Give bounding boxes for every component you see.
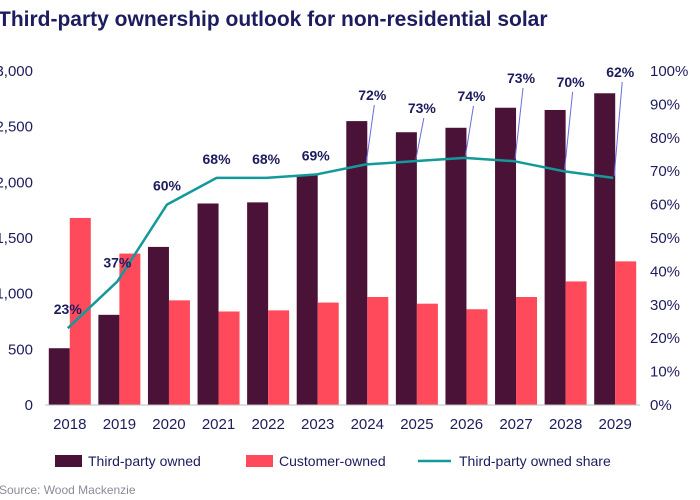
share-line: [66, 156, 614, 330]
bar-customer-owned: [218, 311, 240, 405]
right-axis-tick-label: 0%: [650, 397, 672, 414]
share-data-label: 73%: [408, 100, 437, 116]
bar-customer-owned: [565, 281, 587, 405]
bar-third-party-owned: [346, 121, 368, 405]
bar-third-party-owned: [445, 127, 467, 405]
left-axis-tick-label: 1,000: [0, 286, 33, 303]
data-label-leader-line: [464, 105, 474, 156]
right-axis-tick-label: 30%: [650, 297, 680, 314]
share-data-label: 69%: [302, 148, 331, 164]
left-axis-tick-label: 1,500: [0, 230, 33, 247]
x-axis-tick-label: 2021: [202, 416, 235, 433]
x-axis-tick-label: 2024: [351, 416, 384, 433]
legend-swatch: [55, 455, 82, 467]
share-data-label: 68%: [203, 151, 232, 167]
bar-customer-owned: [119, 253, 141, 405]
share-data-label: 62%: [606, 64, 635, 80]
share-data-label: 60%: [153, 178, 182, 194]
bar-customer-owned: [466, 309, 488, 405]
right-axis-tick-label: 100%: [650, 63, 688, 80]
data-label-leader-line: [613, 81, 623, 176]
bar-customer-owned: [317, 302, 339, 405]
x-axis-tick-label: 2027: [499, 416, 532, 433]
right-axis-tick-label: 10%: [650, 364, 680, 381]
legend-label: Customer-owned: [279, 453, 386, 469]
bar-third-party-owned: [594, 93, 616, 406]
right-axis-tick-label: 40%: [650, 263, 680, 280]
x-axis-tick-label: 2029: [599, 416, 632, 433]
legend-swatch: [246, 455, 273, 467]
bar-customer-owned: [367, 297, 389, 405]
share-data-label: 72%: [358, 87, 387, 103]
share-data-label: 70%: [557, 74, 586, 90]
bar-third-party-owned: [197, 203, 219, 405]
legend-label: Third-party owned: [88, 453, 201, 469]
left-axis-tick-label: 3,000: [0, 63, 33, 80]
bar-third-party-owned: [147, 246, 169, 405]
x-axis-tick-label: 2023: [301, 416, 334, 433]
legend-label: Third-party owned share: [459, 453, 611, 469]
bar-customer-owned: [268, 310, 290, 405]
left-axis-tick-label: 0: [25, 397, 33, 414]
x-axis-tick-label: 2028: [549, 416, 582, 433]
x-axis-tick-label: 2020: [152, 416, 185, 433]
data-label-leader-line: [514, 87, 524, 160]
bar-customer-owned: [69, 217, 91, 405]
right-axis-tick-label: 50%: [650, 230, 680, 247]
right-axis-tick-label: 80%: [650, 130, 680, 147]
left-axis-tick-label: 500: [8, 341, 33, 358]
right-axis-tick-label: 60%: [650, 197, 680, 214]
bar-third-party-owned: [247, 202, 269, 405]
chart-title: Third-party ownership outlook for non-re…: [0, 8, 548, 31]
bar-customer-owned: [516, 297, 538, 405]
bar-third-party-owned: [296, 174, 318, 405]
share-data-label: 37%: [103, 254, 132, 270]
right-axis-tick-label: 70%: [650, 163, 680, 180]
data-label-leader-line: [564, 91, 574, 170]
x-axis-tick-label: 2019: [103, 416, 136, 433]
bar-third-party-owned: [48, 348, 70, 405]
x-axis-tick-label: 2022: [251, 416, 284, 433]
data-label-leader-line: [365, 104, 375, 163]
bar-customer-owned: [168, 300, 190, 405]
bar-customer-owned: [615, 261, 637, 405]
bar-third-party-owned: [544, 109, 566, 405]
bar-third-party-owned: [495, 107, 517, 406]
x-axis-tick-label: 2026: [450, 416, 483, 433]
left-axis-tick-label: 2,000: [0, 174, 33, 191]
share-data-label: 73%: [507, 70, 536, 86]
share-data-label: 23%: [54, 301, 83, 317]
bar-third-party-owned: [98, 314, 120, 405]
share-data-label: 68%: [252, 151, 281, 167]
right-axis-tick-label: 20%: [650, 330, 680, 347]
x-axis-tick-label: 2025: [400, 416, 433, 433]
right-axis-tick-label: 90%: [650, 96, 680, 113]
source-note: Source: Wood Mackenzie: [0, 483, 136, 497]
share-data-label: 74%: [457, 88, 486, 104]
data-label-leader-line: [415, 117, 425, 160]
left-axis-tick-label: 2,500: [0, 119, 33, 136]
bar-customer-owned: [416, 303, 438, 405]
bar-third-party-owned: [395, 132, 417, 405]
x-axis-tick-label: 2018: [53, 416, 86, 433]
